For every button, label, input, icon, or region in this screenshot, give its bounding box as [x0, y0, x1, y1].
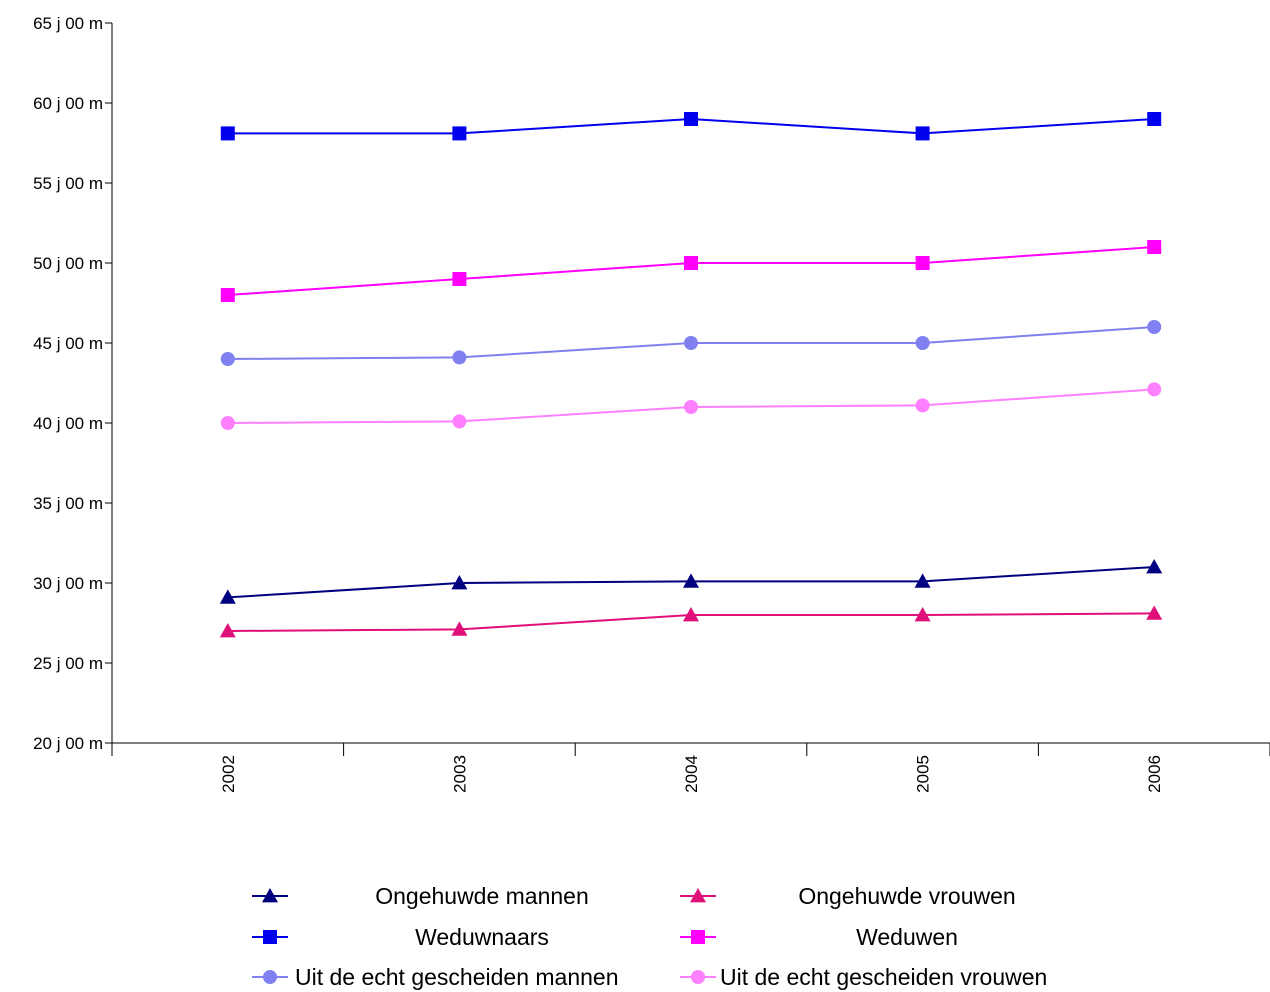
data-point — [684, 256, 698, 270]
x-tick-label: 2002 — [219, 755, 238, 793]
series-4 — [220, 320, 1162, 366]
legend-label: Weduwnaars — [415, 924, 549, 950]
legend-item: Weduwnaars — [252, 924, 549, 950]
data-point — [452, 272, 467, 286]
legend-marker — [691, 970, 705, 984]
legend-marker — [263, 930, 277, 944]
data-point — [683, 607, 699, 622]
x-tick-label: 2003 — [450, 755, 469, 793]
legend-marker — [691, 930, 705, 944]
y-tick-label: 40 j 00 m — [33, 414, 103, 433]
data-point — [452, 126, 467, 141]
legend-item: Ongehuwde mannen — [252, 883, 589, 909]
y-tick-label: 25 j 00 m — [33, 654, 103, 673]
data-point — [914, 573, 931, 588]
data-point — [220, 416, 235, 430]
legend: Ongehuwde mannen Ongehuwde vrouwen Weduwna… — [252, 883, 1047, 990]
legend-label: Ongehuwde vrouwen — [798, 883, 1015, 909]
legend-marker — [263, 970, 277, 984]
legend-label: Ongehuwde mannen — [375, 883, 589, 909]
series-2 — [220, 112, 1162, 141]
legend-item: Uit de echt gescheiden vrouwen — [680, 964, 1047, 990]
x-tick-label: 2005 — [914, 755, 933, 793]
data-point — [1146, 605, 1163, 620]
y-tick-label: 65 j 00 m — [33, 14, 103, 33]
y-tick-label: 35 j 00 m — [33, 494, 103, 513]
series-layer — [219, 112, 1163, 638]
y-tick-label: 30 j 00 m — [33, 574, 103, 593]
data-point — [452, 350, 467, 365]
series-3 — [220, 240, 1162, 302]
y-axis-ticks: 65 j 00 m 60 j 00 m 55 j 00 m 50 j 00 m 45 j… — [33, 14, 112, 753]
data-point — [220, 352, 235, 366]
legend-marker — [690, 888, 706, 903]
data-point — [452, 414, 467, 429]
data-point — [915, 126, 930, 141]
y-tick-label: 50 j 00 m — [33, 254, 103, 273]
y-tick-label: 20 j 00 m — [33, 734, 103, 753]
legend-item: Uit de echt gescheiden mannen — [252, 964, 619, 990]
data-point — [219, 623, 236, 638]
series-1 — [219, 605, 1163, 638]
data-point — [684, 112, 698, 126]
legend-item: Ongehuwde vrouwen — [680, 883, 1016, 909]
x-tick-label: 2004 — [682, 755, 701, 793]
legend-marker — [262, 888, 278, 903]
legend-item: Weduwen — [680, 924, 958, 950]
axes — [111, 23, 1270, 744]
data-point — [914, 607, 931, 622]
data-point — [915, 398, 930, 413]
data-point — [915, 336, 930, 350]
data-point — [451, 621, 468, 636]
data-point — [684, 336, 698, 350]
series-line — [227, 246, 1155, 296]
data-point — [1147, 320, 1162, 334]
series-5 — [220, 382, 1162, 430]
y-tick-label: 60 j 00 m — [33, 94, 103, 113]
data-point — [1146, 559, 1163, 574]
data-point — [1147, 240, 1162, 254]
data-point — [915, 256, 930, 270]
data-point — [1147, 112, 1162, 126]
data-point — [451, 575, 468, 590]
data-point — [219, 589, 236, 604]
y-tick-label: 45 j 00 m — [33, 334, 103, 353]
data-point — [683, 573, 699, 588]
data-point — [684, 400, 698, 414]
legend-label: Uit de echt gescheiden mannen — [295, 964, 619, 990]
y-tick-label: 55 j 00 m — [33, 174, 103, 193]
data-point — [220, 126, 235, 141]
data-point — [220, 288, 235, 302]
legend-label: Uit de echt gescheiden vrouwen — [720, 964, 1047, 990]
data-point — [1147, 382, 1162, 397]
series-0 — [219, 559, 1163, 604]
legend-label: Weduwen — [856, 924, 958, 950]
x-tick-label: 2006 — [1145, 755, 1164, 793]
x-axis-ticks: 2002 2003 2004 2005 2006 — [111, 743, 1270, 793]
